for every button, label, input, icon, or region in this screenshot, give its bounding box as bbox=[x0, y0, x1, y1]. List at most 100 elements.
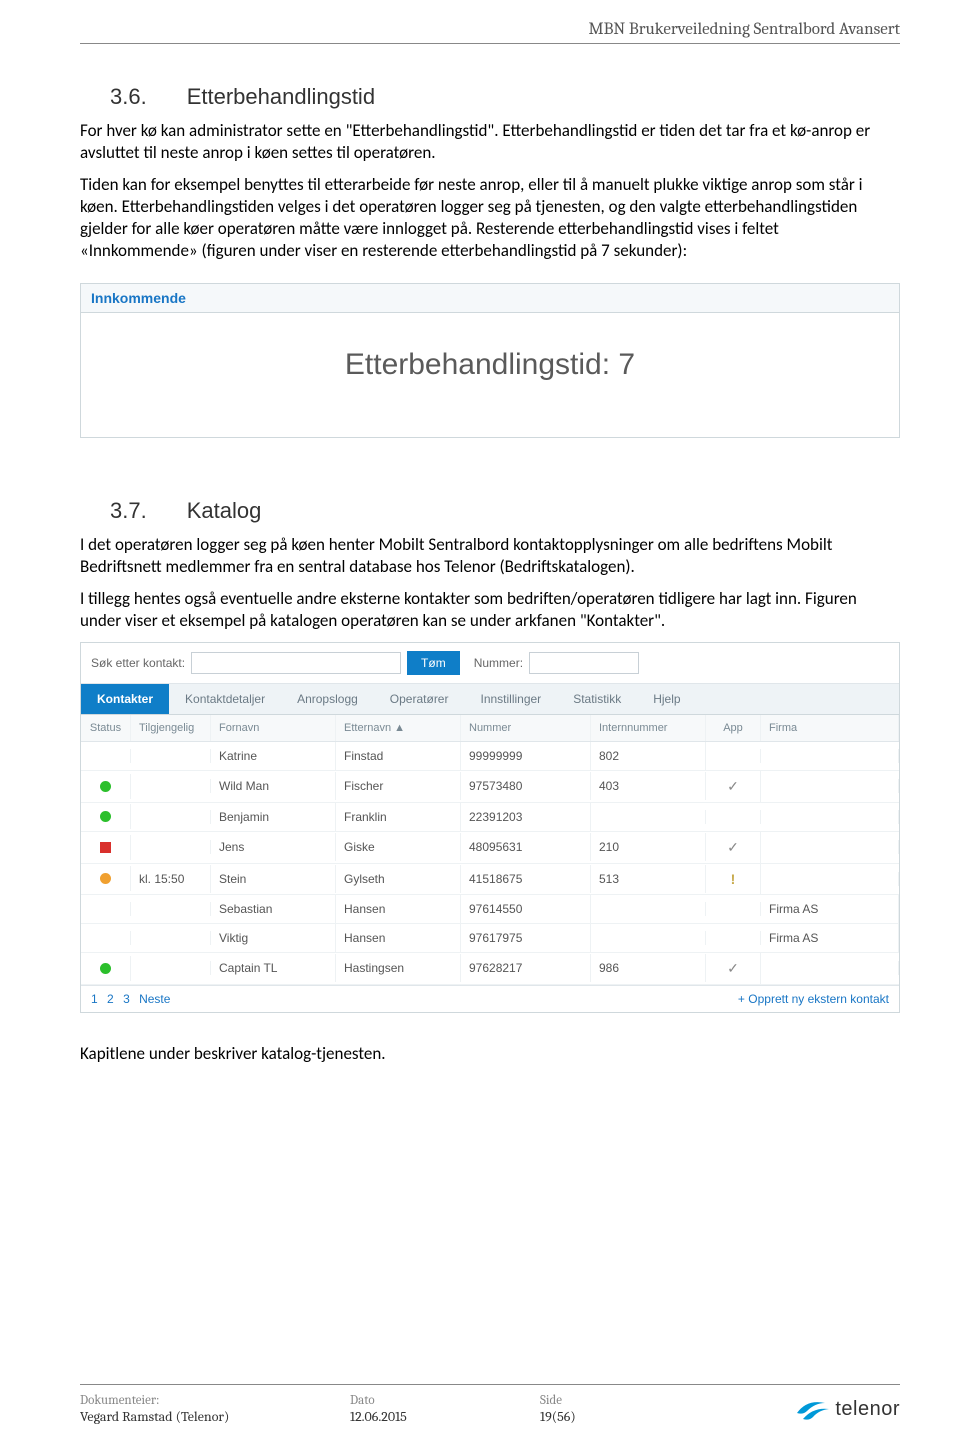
page-footer: Dokumenteier: Vegard Ramstad (Telenor) D… bbox=[80, 1384, 900, 1425]
cell bbox=[591, 931, 706, 945]
column-header[interactable]: Firma bbox=[761, 715, 899, 741]
table-body: KatrineFinstad99999999802Wild ManFischer… bbox=[81, 742, 899, 985]
app-cell bbox=[706, 749, 761, 763]
cell: 513 bbox=[591, 865, 706, 893]
check-icon: ✓ bbox=[727, 839, 739, 855]
cell: 97573480 bbox=[461, 772, 591, 800]
section-title: Etterbehandlingstid bbox=[187, 84, 375, 109]
cell: 99999999 bbox=[461, 742, 591, 770]
status-indicator-icon bbox=[100, 963, 111, 974]
cell: Jens bbox=[211, 833, 336, 861]
table-row[interactable]: SebastianHansen97614550Firma AS bbox=[81, 895, 899, 924]
footer-page-label: Side bbox=[540, 1393, 690, 1408]
tab-operatører[interactable]: Operatører bbox=[374, 684, 465, 714]
status-indicator-icon bbox=[100, 873, 111, 884]
cell bbox=[131, 810, 211, 824]
cell: 41518675 bbox=[461, 865, 591, 893]
cell bbox=[591, 902, 706, 916]
next-link[interactable]: Neste bbox=[139, 992, 170, 1006]
cell bbox=[131, 840, 211, 854]
footer-owner-label: Dokumenteier: bbox=[80, 1393, 350, 1408]
column-header[interactable]: App bbox=[706, 715, 761, 741]
firma-cell: Firma AS bbox=[761, 924, 899, 952]
cell: Fischer bbox=[336, 772, 461, 800]
innkommende-panel: Innkommende Etterbehandlingstid: 7 bbox=[80, 283, 900, 438]
footer-page-value: 19(56) bbox=[540, 1408, 690, 1425]
cell bbox=[131, 902, 211, 916]
table-row[interactable]: Captain TLHastingsen97628217986✓ bbox=[81, 953, 899, 985]
app-cell bbox=[706, 902, 761, 916]
app-cell: ✓ bbox=[706, 832, 761, 863]
tab-anropslogg[interactable]: Anropslogg bbox=[281, 684, 374, 714]
warning-icon: ! bbox=[731, 871, 736, 887]
table-row[interactable]: ViktigHansen97617975Firma AS bbox=[81, 924, 899, 953]
pager-pages: 1 2 3 Neste bbox=[91, 992, 176, 1006]
footer-date-label: Dato bbox=[350, 1393, 540, 1408]
table-row[interactable]: BenjaminFranklin22391203 bbox=[81, 803, 899, 832]
status-cell bbox=[81, 774, 131, 799]
section-title: Katalog bbox=[187, 498, 262, 523]
cell: 97628217 bbox=[461, 954, 591, 982]
table-row[interactable]: kl. 15:50SteinGylseth41518675513! bbox=[81, 864, 899, 895]
tab-kontaktdetaljer[interactable]: Kontaktdetaljer bbox=[169, 684, 281, 714]
tab-innstillinger[interactable]: Innstillinger bbox=[464, 684, 557, 714]
tab-hjelp[interactable]: Hjelp bbox=[637, 684, 696, 714]
cell: 403 bbox=[591, 772, 706, 800]
page-link[interactable]: 3 bbox=[123, 992, 130, 1006]
column-header[interactable]: Internnummer bbox=[591, 715, 706, 741]
panel-body-text: Etterbehandlingstid: 7 bbox=[81, 313, 899, 437]
app-cell: ! bbox=[706, 864, 761, 894]
app-cell: ✓ bbox=[706, 953, 761, 984]
footer-owner-value: Vegard Ramstad (Telenor) bbox=[80, 1408, 350, 1425]
cell: Captain TL bbox=[211, 954, 336, 982]
cell bbox=[131, 749, 211, 763]
column-header[interactable]: Fornavn bbox=[211, 715, 336, 741]
column-header[interactable]: Etternavn ▲ bbox=[336, 715, 461, 741]
katalog-panel: Søk etter kontakt: Tøm Nummer: Kontakter… bbox=[80, 642, 900, 1013]
cell: Hastingsen bbox=[336, 954, 461, 982]
cell: 48095631 bbox=[461, 833, 591, 861]
panel-header: Innkommende bbox=[81, 284, 899, 313]
cell: 210 bbox=[591, 833, 706, 861]
page-link[interactable]: 1 bbox=[91, 992, 98, 1006]
firma-cell bbox=[761, 779, 899, 793]
table-row[interactable]: KatrineFinstad99999999802 bbox=[81, 742, 899, 771]
status-cell bbox=[81, 749, 131, 763]
cell: Stein bbox=[211, 865, 336, 893]
tab-statistikk[interactable]: Statistikk bbox=[557, 684, 637, 714]
cell: Hansen bbox=[336, 924, 461, 952]
create-contact-link[interactable]: + Opprett ny ekstern kontakt bbox=[738, 992, 889, 1006]
status-cell bbox=[81, 931, 131, 945]
tab-bar: KontakterKontaktdetaljerAnropsloggOperat… bbox=[81, 684, 899, 715]
status-cell bbox=[81, 866, 131, 891]
number-input[interactable] bbox=[529, 652, 639, 674]
firma-cell bbox=[761, 840, 899, 854]
search-input[interactable] bbox=[191, 652, 401, 674]
check-icon: ✓ bbox=[727, 778, 739, 794]
paragraph: I det operatøren logger seg på køen hent… bbox=[80, 534, 900, 578]
paragraph: I tillegg hentes også eventuelle andre e… bbox=[80, 588, 900, 632]
firma-cell bbox=[761, 749, 899, 763]
cell: kl. 15:50 bbox=[131, 865, 211, 893]
telenor-logo: telenor bbox=[795, 1395, 900, 1423]
column-header[interactable]: Tilgjengelig bbox=[131, 715, 211, 741]
footer-date-value: 12.06.2015 bbox=[350, 1408, 540, 1425]
column-header[interactable]: Nummer bbox=[461, 715, 591, 741]
cell: Finstad bbox=[336, 742, 461, 770]
cell: Franklin bbox=[336, 803, 461, 831]
table-row[interactable]: Wild ManFischer97573480403✓ bbox=[81, 771, 899, 803]
column-header[interactable]: Status bbox=[81, 715, 131, 741]
telenor-icon bbox=[795, 1395, 831, 1423]
app-cell bbox=[706, 931, 761, 945]
search-label: Søk etter kontakt: bbox=[91, 656, 185, 670]
table-row[interactable]: JensGiske48095631210✓ bbox=[81, 832, 899, 864]
cell bbox=[131, 931, 211, 945]
page-link[interactable]: 2 bbox=[107, 992, 114, 1006]
status-indicator-icon bbox=[100, 842, 111, 853]
clear-button[interactable]: Tøm bbox=[407, 651, 460, 675]
cell: Sebastian bbox=[211, 895, 336, 923]
firma-cell bbox=[761, 872, 899, 886]
paragraph: Tiden kan for eksempel benyttes til ette… bbox=[80, 174, 900, 262]
tab-kontakter[interactable]: Kontakter bbox=[81, 684, 169, 714]
firma-cell bbox=[761, 961, 899, 975]
